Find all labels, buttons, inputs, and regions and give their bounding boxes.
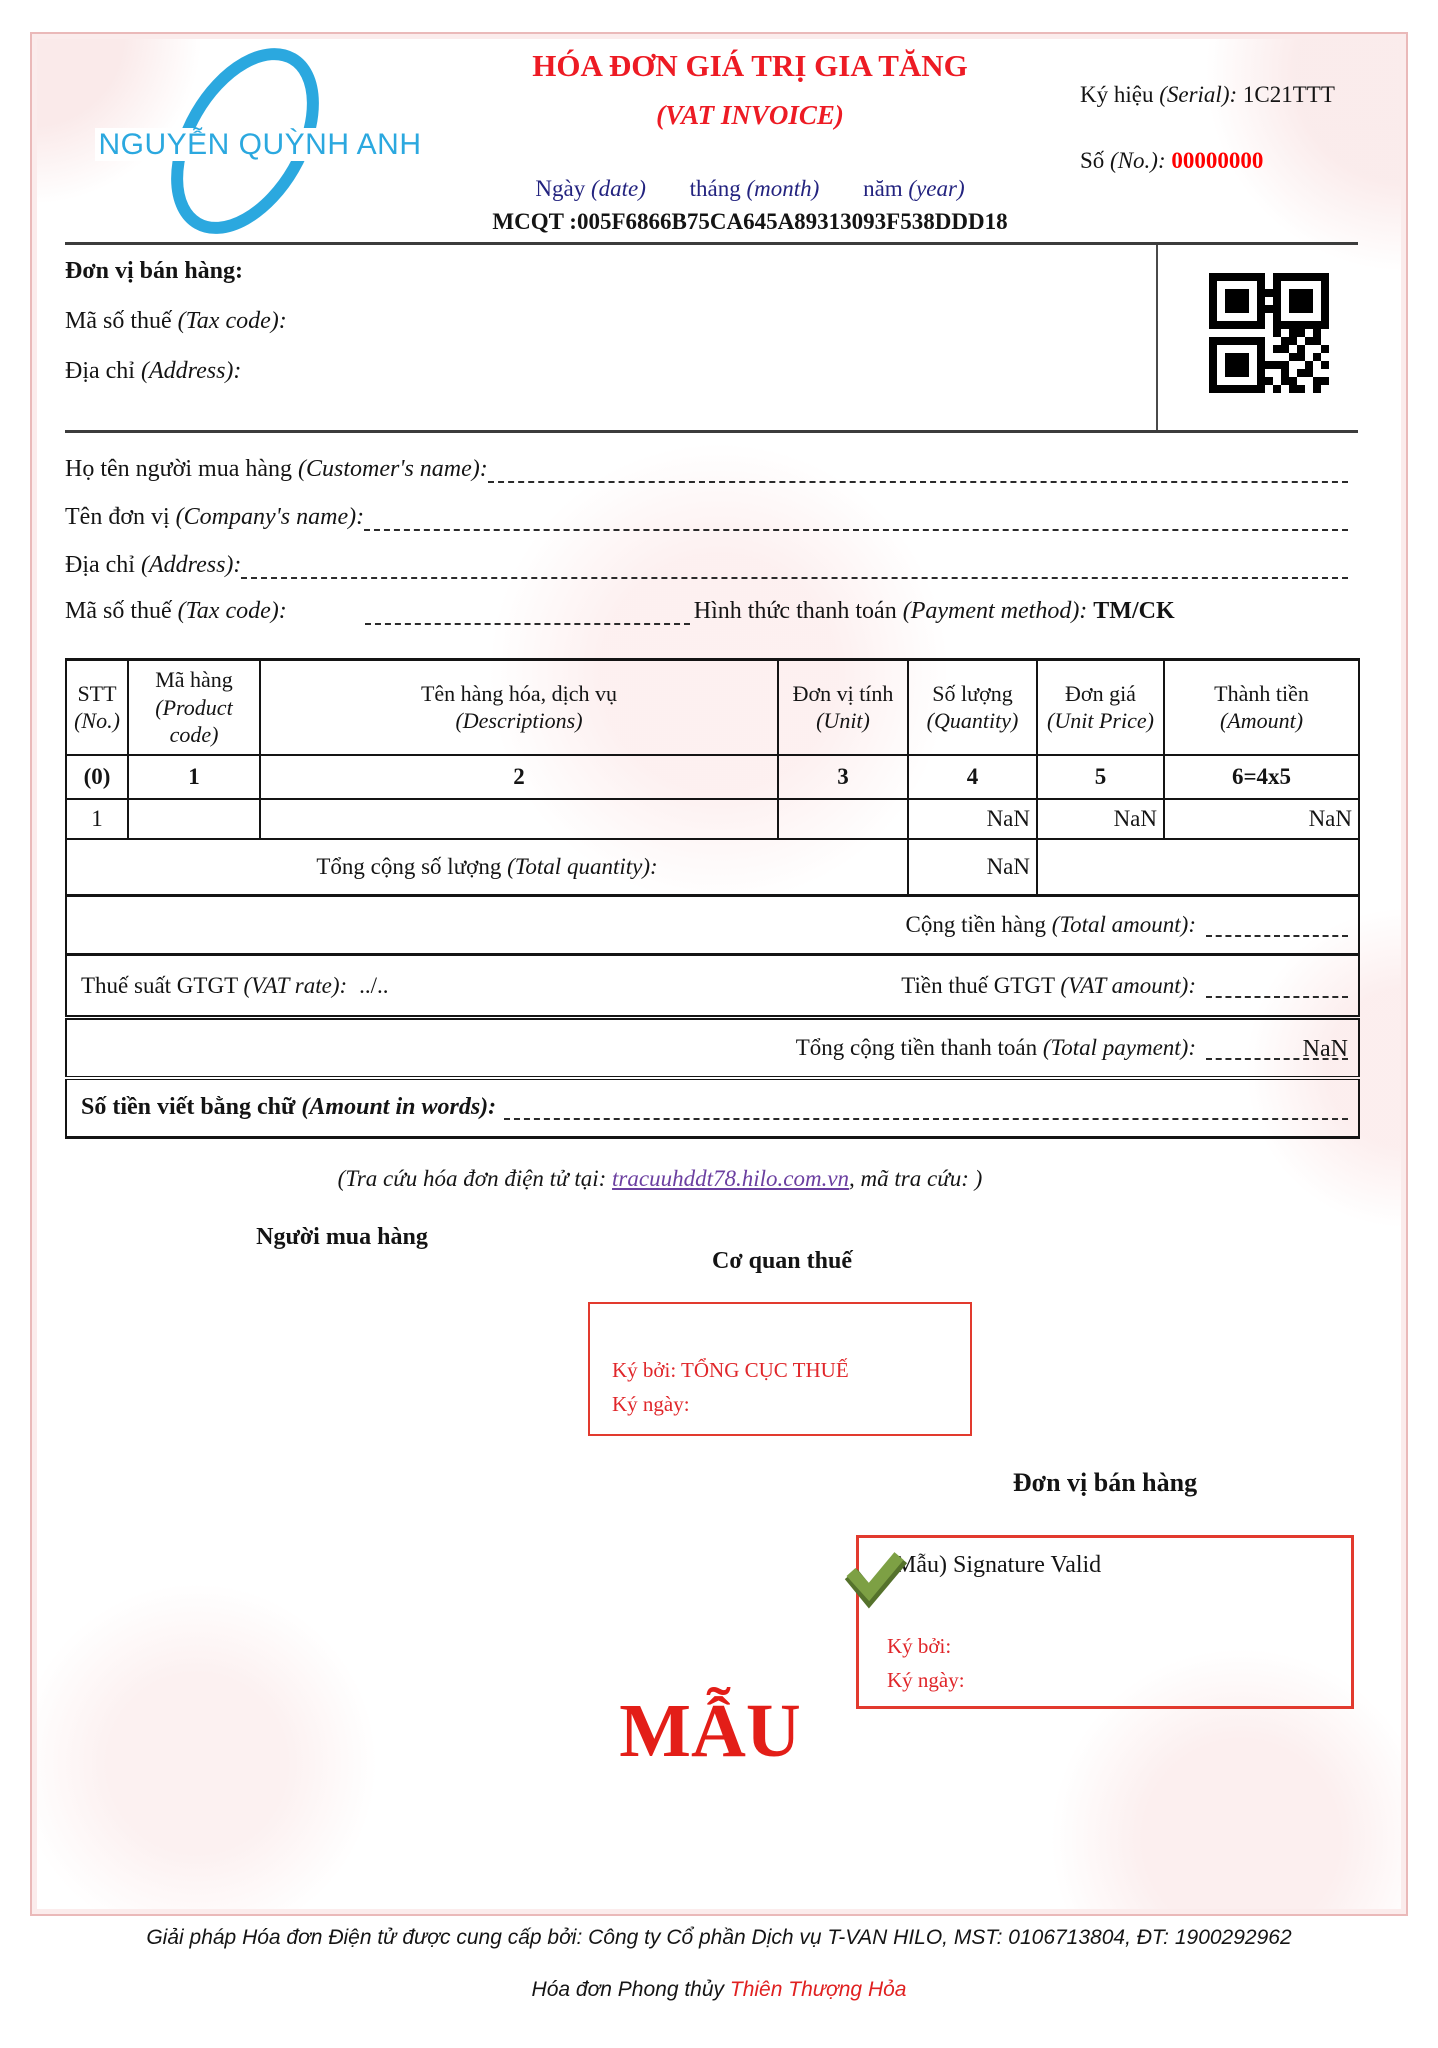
date-year: năm (year) bbox=[863, 176, 965, 201]
invoice-subtitle: (VAT INVOICE) bbox=[656, 100, 844, 130]
invoice-number-value: 00000000 bbox=[1171, 148, 1264, 173]
seller-signature-box: (Mẫu) Signature Valid Ký bởi: Ký ngày: bbox=[844, 1535, 1354, 1709]
cell-amount: NaN bbox=[1163, 797, 1360, 840]
vat-amount-label: Tiền thuế GTGT (VAT amount): bbox=[901, 972, 1196, 998]
col-product-code: Mã hàng (Product code) bbox=[127, 658, 261, 756]
footer-brand-red: Thiên Thượng Hỏa bbox=[729, 1978, 907, 2001]
buyer-address-row: Địa chỉ (Address): bbox=[65, 552, 1348, 579]
seller-signature-title: Đơn vị bán hàng bbox=[1012, 1468, 1198, 1497]
payment-method-value: TM/CK bbox=[1093, 598, 1175, 624]
separator-seller-bottom bbox=[65, 430, 1358, 433]
tax-signature-box: Ký bởi: TỔNG CỤC THUẾ Ký ngày: bbox=[588, 1302, 972, 1436]
items-table: STT (No.) Mã hàng (Product code) Tên hàng … bbox=[65, 658, 1360, 1139]
total-quantity-value: NaN bbox=[907, 837, 1038, 897]
total-amount-label: Cộng tiền hàng (Total amount): bbox=[905, 912, 1197, 937]
logo-swoosh-icon bbox=[171, 48, 319, 234]
logo-text: NGUYỄN QUỲNH ANH bbox=[75, 128, 445, 162]
buyer-address-input bbox=[241, 555, 1348, 579]
buyer-customer-row: Họ tên người mua hàng (Customer's name): bbox=[65, 456, 1348, 483]
seller-signed-date: Ký ngày: bbox=[887, 1668, 965, 1692]
col-unit-price: Đơn giá (Unit Price) bbox=[1036, 658, 1165, 756]
seller-address: Địa chỉ (Address): bbox=[65, 358, 242, 384]
total-payment-row: Tổng cộng tiền thanh toán (Total payment… bbox=[65, 1015, 1360, 1079]
cell-stt: 1 bbox=[65, 797, 129, 840]
qr-code-icon bbox=[1198, 262, 1340, 404]
col-description: Tên hàng hóa, dịch vụ (Descriptions) bbox=[259, 658, 779, 756]
total-quantity-row: Tổng cộng số lượng (Total quantity): NaN bbox=[65, 837, 1360, 897]
seller-title: Đơn vị bán hàng: bbox=[65, 258, 244, 284]
col-stt: STT (No.) bbox=[65, 658, 129, 756]
buyer-company-label: Tên đơn vị (Company's name): bbox=[65, 504, 365, 530]
serial-line: Ký hiệu (Serial): 1C21TTT bbox=[1080, 82, 1335, 107]
buyer-tax-input bbox=[364, 601, 690, 625]
signature-valid-text: (Mẫu) Signature Valid bbox=[887, 1552, 1102, 1578]
cell-code bbox=[127, 797, 261, 840]
date-month: tháng (month) bbox=[689, 176, 820, 201]
seller-signed-by: Ký bởi: bbox=[887, 1634, 952, 1658]
vat-amount-value bbox=[1206, 974, 1348, 998]
sample-watermark: MẪU bbox=[619, 1689, 801, 1773]
seller-qr-divider bbox=[1156, 245, 1158, 430]
table-index-row: (0) 1 2 3 4 5 6=4x5 bbox=[65, 753, 1360, 800]
invoice-number-line: Số (No.): 00000000 bbox=[1080, 148, 1264, 173]
vat-row: Thuế suất GTGT (VAT rate): ../.. Tiền th… bbox=[65, 953, 1360, 1019]
tax-signed-by: Ký bởi: TỔNG CỤC THUẾ bbox=[612, 1358, 849, 1382]
vat-rate-value: ../.. bbox=[359, 972, 389, 998]
col-unit: Đơn vị tính (Unit) bbox=[777, 658, 909, 756]
buyer-company-input bbox=[364, 507, 1348, 531]
col-quantity: Số lượng (Quantity) bbox=[907, 658, 1038, 756]
tax-signed-date: Ký ngày: bbox=[612, 1392, 690, 1416]
buyer-address-label: Địa chỉ (Address): bbox=[65, 552, 242, 578]
invoice-title: HÓA ĐƠN GIÁ TRỊ GIA TĂNG bbox=[532, 48, 968, 83]
cell-qty: NaN bbox=[907, 797, 1038, 840]
cell-unit bbox=[777, 797, 909, 840]
lookup-line: (Tra cứu hóa đơn điện tử tại: tracuuhddt… bbox=[337, 1166, 983, 1191]
total-amount-row: Cộng tiền hàng (Total amount): bbox=[65, 894, 1360, 956]
tax-authority-title: Cơ quan thuế bbox=[711, 1248, 852, 1274]
lookup-link[interactable]: tracuuhddt78.hilo.com.vn bbox=[612, 1166, 850, 1191]
invoice-date-line: Ngày (date) tháng (month) năm (year) bbox=[450, 176, 1050, 202]
signature-check-icon bbox=[844, 1552, 908, 1609]
cell-desc bbox=[259, 797, 779, 840]
total-quantity-label: Tổng cộng số lượng (Total quantity): bbox=[65, 837, 909, 897]
total-amount-value bbox=[1206, 913, 1348, 937]
cell-price: NaN bbox=[1036, 797, 1165, 840]
col-amount: Thành tiền (Amount) bbox=[1163, 658, 1360, 756]
footer-provider-line: Giải pháp Hóa đơn Điện tử được cung cấp … bbox=[146, 1926, 1292, 1949]
total-payment-label: Tổng cộng tiền thanh toán (Total payment… bbox=[795, 1034, 1196, 1060]
seller-tax-code: Mã số thuế (Tax code): bbox=[65, 308, 287, 334]
amount-in-words-row: Số tiền viết bằng chữ (Amount in words): bbox=[65, 1075, 1360, 1139]
amount-words-input bbox=[504, 1096, 1348, 1120]
amount-words-label: Số tiền viết bằng chữ (Amount in words): bbox=[81, 1094, 497, 1121]
mcqt-code: MCQT :005F6866B75CA645A89313093F538DDD18 bbox=[492, 209, 1008, 234]
serial-value: 1C21TTT bbox=[1242, 82, 1335, 107]
buyer-company-row: Tên đơn vị (Company's name): bbox=[65, 504, 1348, 531]
buyer-tax-row: Mã số thuế (Tax code): Hình thức thanh t… bbox=[65, 598, 1348, 625]
company-logo: NGUYỄN QUỲNH ANH bbox=[75, 38, 445, 243]
date-day: Ngày (date) bbox=[535, 176, 646, 201]
payment-method-label: Hình thức thanh toán (Payment method): bbox=[693, 598, 1088, 624]
table-header-row: STT (No.) Mã hàng (Product code) Tên hàng … bbox=[65, 658, 1360, 756]
footer-brand-line: Hóa đơn Phong thủy Thiên Thượng Hỏa bbox=[531, 1978, 907, 2001]
buyer-signature-title: Người mua hàng bbox=[256, 1224, 428, 1250]
buyer-customer-input bbox=[487, 459, 1348, 483]
separator-top bbox=[65, 242, 1358, 245]
total-payment-value: NaN bbox=[1206, 1036, 1348, 1062]
buyer-customer-label: Họ tên người mua hàng (Customer's name): bbox=[65, 456, 488, 482]
buyer-tax-label: Mã số thuế (Tax code): bbox=[65, 598, 287, 624]
vat-rate-label: Thuế suất GTGT (VAT rate): bbox=[81, 972, 348, 998]
table-row: 1 NaN NaN NaN bbox=[65, 797, 1360, 840]
total-quantity-spacer bbox=[1036, 837, 1360, 897]
